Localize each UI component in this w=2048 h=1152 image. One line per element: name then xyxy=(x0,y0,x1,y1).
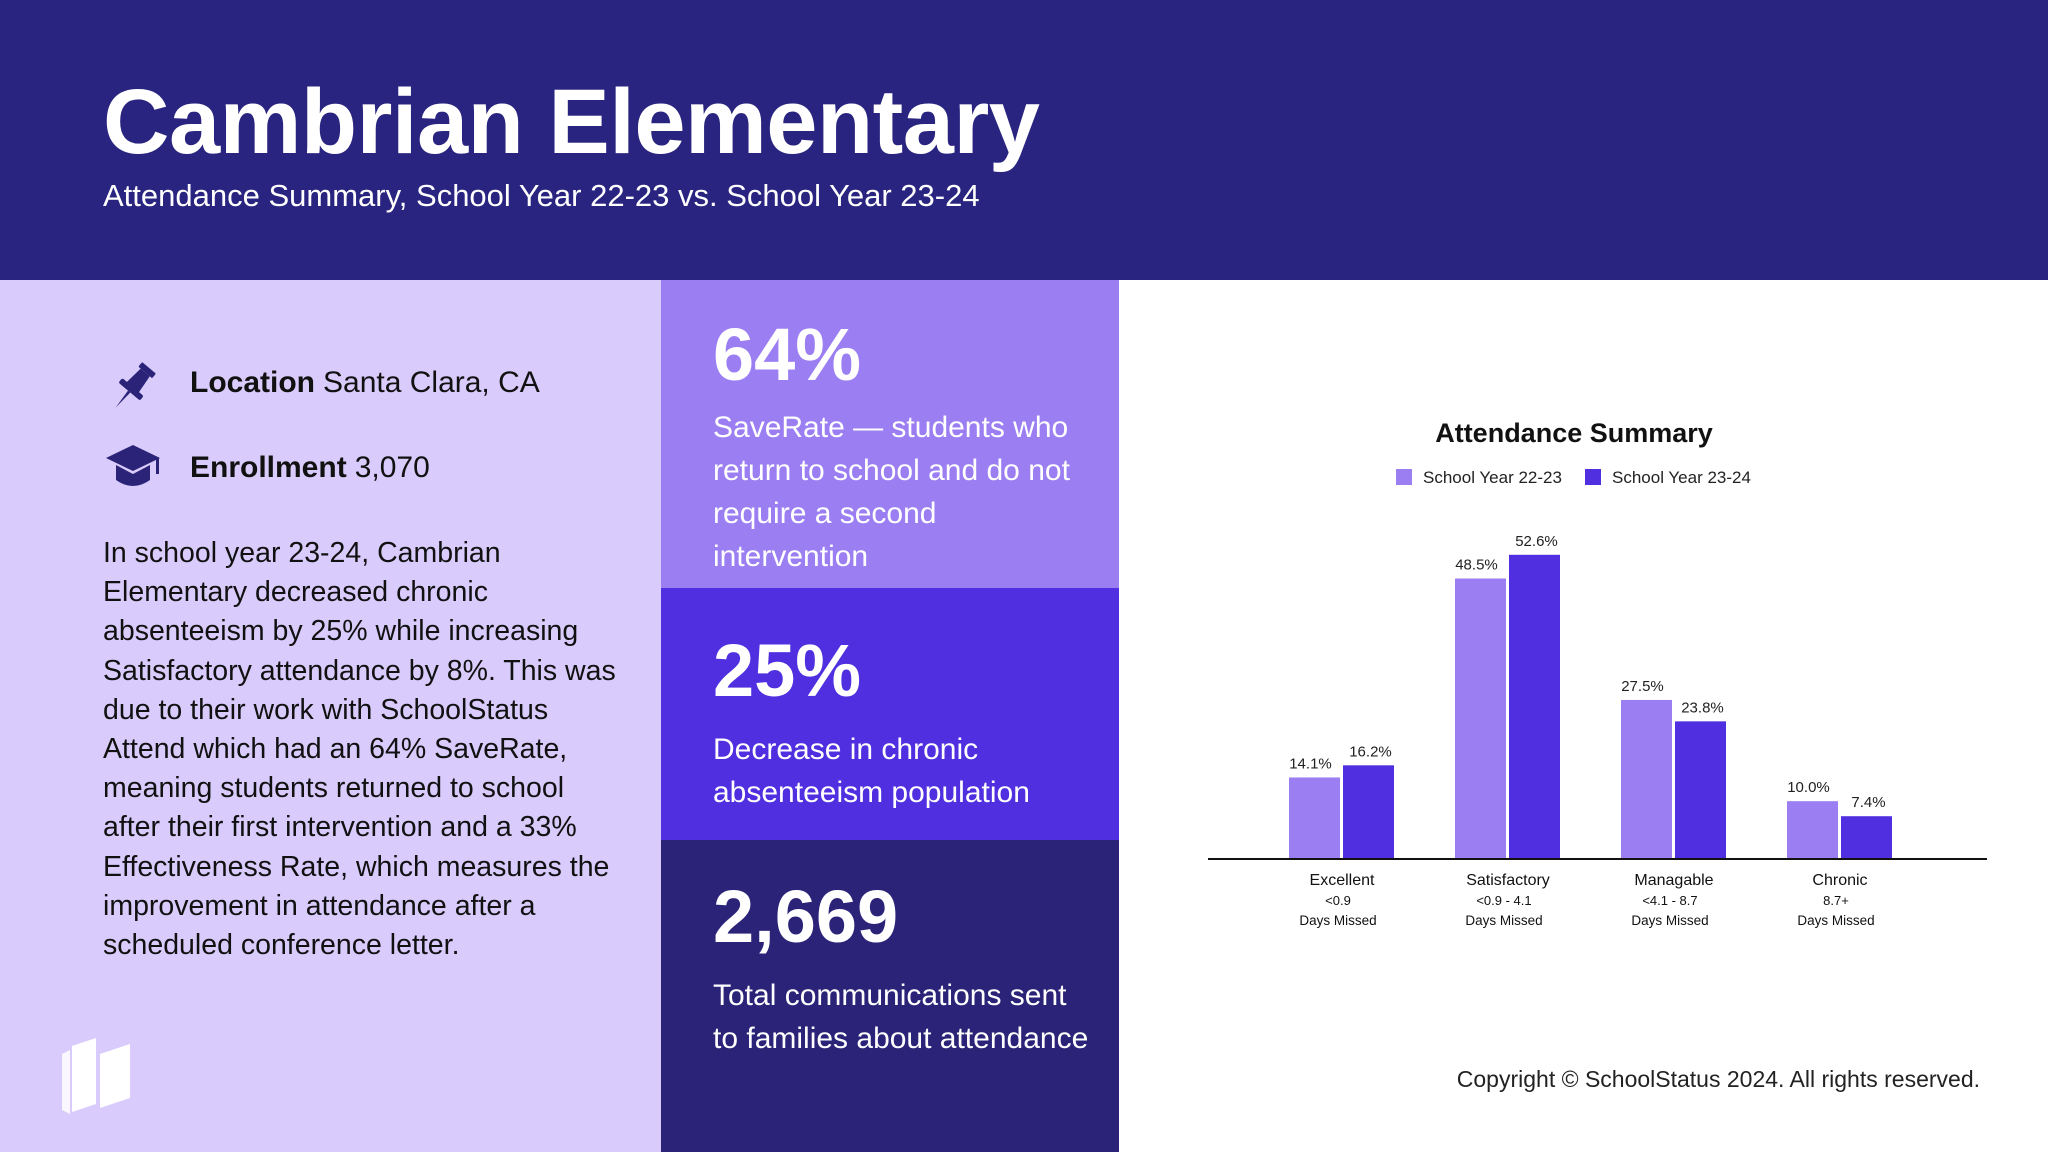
bar-2-0 xyxy=(1621,699,1672,859)
books-icon xyxy=(62,1038,130,1114)
category-label-1: Satisfactory xyxy=(1466,872,1550,889)
category-unit-1: Days Missed xyxy=(1465,913,1542,928)
data-label-1-0: 48.5% xyxy=(1455,557,1498,574)
enrollment-row: Enrollment 3,070 xyxy=(190,451,430,485)
saverate-value: 64% xyxy=(713,313,862,396)
category-range-0: <0.9 xyxy=(1325,893,1351,908)
location-value: Santa Clara, CA xyxy=(323,366,540,399)
location-row: Location Santa Clara, CA xyxy=(190,366,540,400)
data-label-2-0: 27.5% xyxy=(1621,678,1664,695)
data-label-2-1: 23.8% xyxy=(1681,699,1724,716)
chronic-decrease-description: Decrease in chronic absenteeism populati… xyxy=(713,733,1030,809)
category-range-2: <4.1 - 8.7 xyxy=(1642,893,1697,908)
data-label-1-1: 52.6% xyxy=(1515,533,1558,550)
category-unit-3: Days Missed xyxy=(1797,913,1874,928)
location-label: Location xyxy=(190,366,315,399)
category-range-1: <0.9 - 4.1 xyxy=(1476,893,1531,908)
bar-1-1 xyxy=(1509,554,1560,859)
legend-swatch-1 xyxy=(1585,469,1601,485)
header-banner: Cambrian Elementary Attendance Summary, … xyxy=(0,0,2048,280)
communications-description: Total communications sent to families ab… xyxy=(713,979,1089,1055)
bar-2-1 xyxy=(1675,721,1726,859)
chart-title: Attendance Summary xyxy=(1435,418,1713,448)
summary-paragraph: In school year 23-24, Cambrian Elementar… xyxy=(103,537,616,962)
enrollment-value: 3,070 xyxy=(354,451,430,484)
bar-3-1 xyxy=(1841,816,1892,859)
data-label-3-1: 7.4% xyxy=(1851,794,1885,811)
category-label-3: Chronic xyxy=(1812,872,1867,889)
saverate-description: SaveRate — students who return to school… xyxy=(713,411,1070,573)
saverate-stat: 64% SaveRate — students who return to sc… xyxy=(661,280,1119,588)
legend-label-0: School Year 22-23 xyxy=(1423,468,1562,487)
copyright-text: Copyright © SchoolStatus 2024. All right… xyxy=(1456,1066,1980,1092)
bar-3-0 xyxy=(1787,801,1838,859)
communications-stat: 2,669 Total communications sent to famil… xyxy=(661,840,1119,1152)
legend-label-1: School Year 23-24 xyxy=(1612,468,1751,487)
chart-panel: Attendance Summary School Year 22-23 Schoo… xyxy=(1119,280,2048,1152)
category-label-0: Excellent xyxy=(1310,872,1375,889)
category-unit-2: Days Missed xyxy=(1631,913,1708,928)
chronic-decrease-value: 25% xyxy=(713,629,862,712)
legend-swatch-0 xyxy=(1396,469,1412,485)
data-label-0-1: 16.2% xyxy=(1349,743,1392,760)
page-title: Cambrian Elementary xyxy=(103,71,1040,173)
school-info-panel xyxy=(0,280,661,1152)
chronic-decrease-stat: 25% Decrease in chronic absenteeism popu… xyxy=(661,588,1119,840)
enrollment-label: Enrollment xyxy=(190,451,347,484)
category-label-2: Managable xyxy=(1634,872,1713,889)
bar-0-0 xyxy=(1289,777,1340,859)
bar-1-0 xyxy=(1455,578,1506,859)
page-subtitle: Attendance Summary, School Year 22-23 vs… xyxy=(103,178,980,213)
category-range-3: 8.7+ xyxy=(1823,893,1849,908)
data-label-0-0: 14.1% xyxy=(1289,755,1332,772)
category-unit-0: Days Missed xyxy=(1299,913,1376,928)
graduation-cap-icon xyxy=(106,445,160,486)
data-label-3-0: 10.0% xyxy=(1787,779,1830,796)
attendance-bar-chart: Attendance Summary School Year 22-23 Schoo… xyxy=(1208,418,1987,928)
bar-0-1 xyxy=(1343,765,1394,859)
communications-value: 2,669 xyxy=(713,875,899,958)
pushpin-icon xyxy=(115,362,156,408)
